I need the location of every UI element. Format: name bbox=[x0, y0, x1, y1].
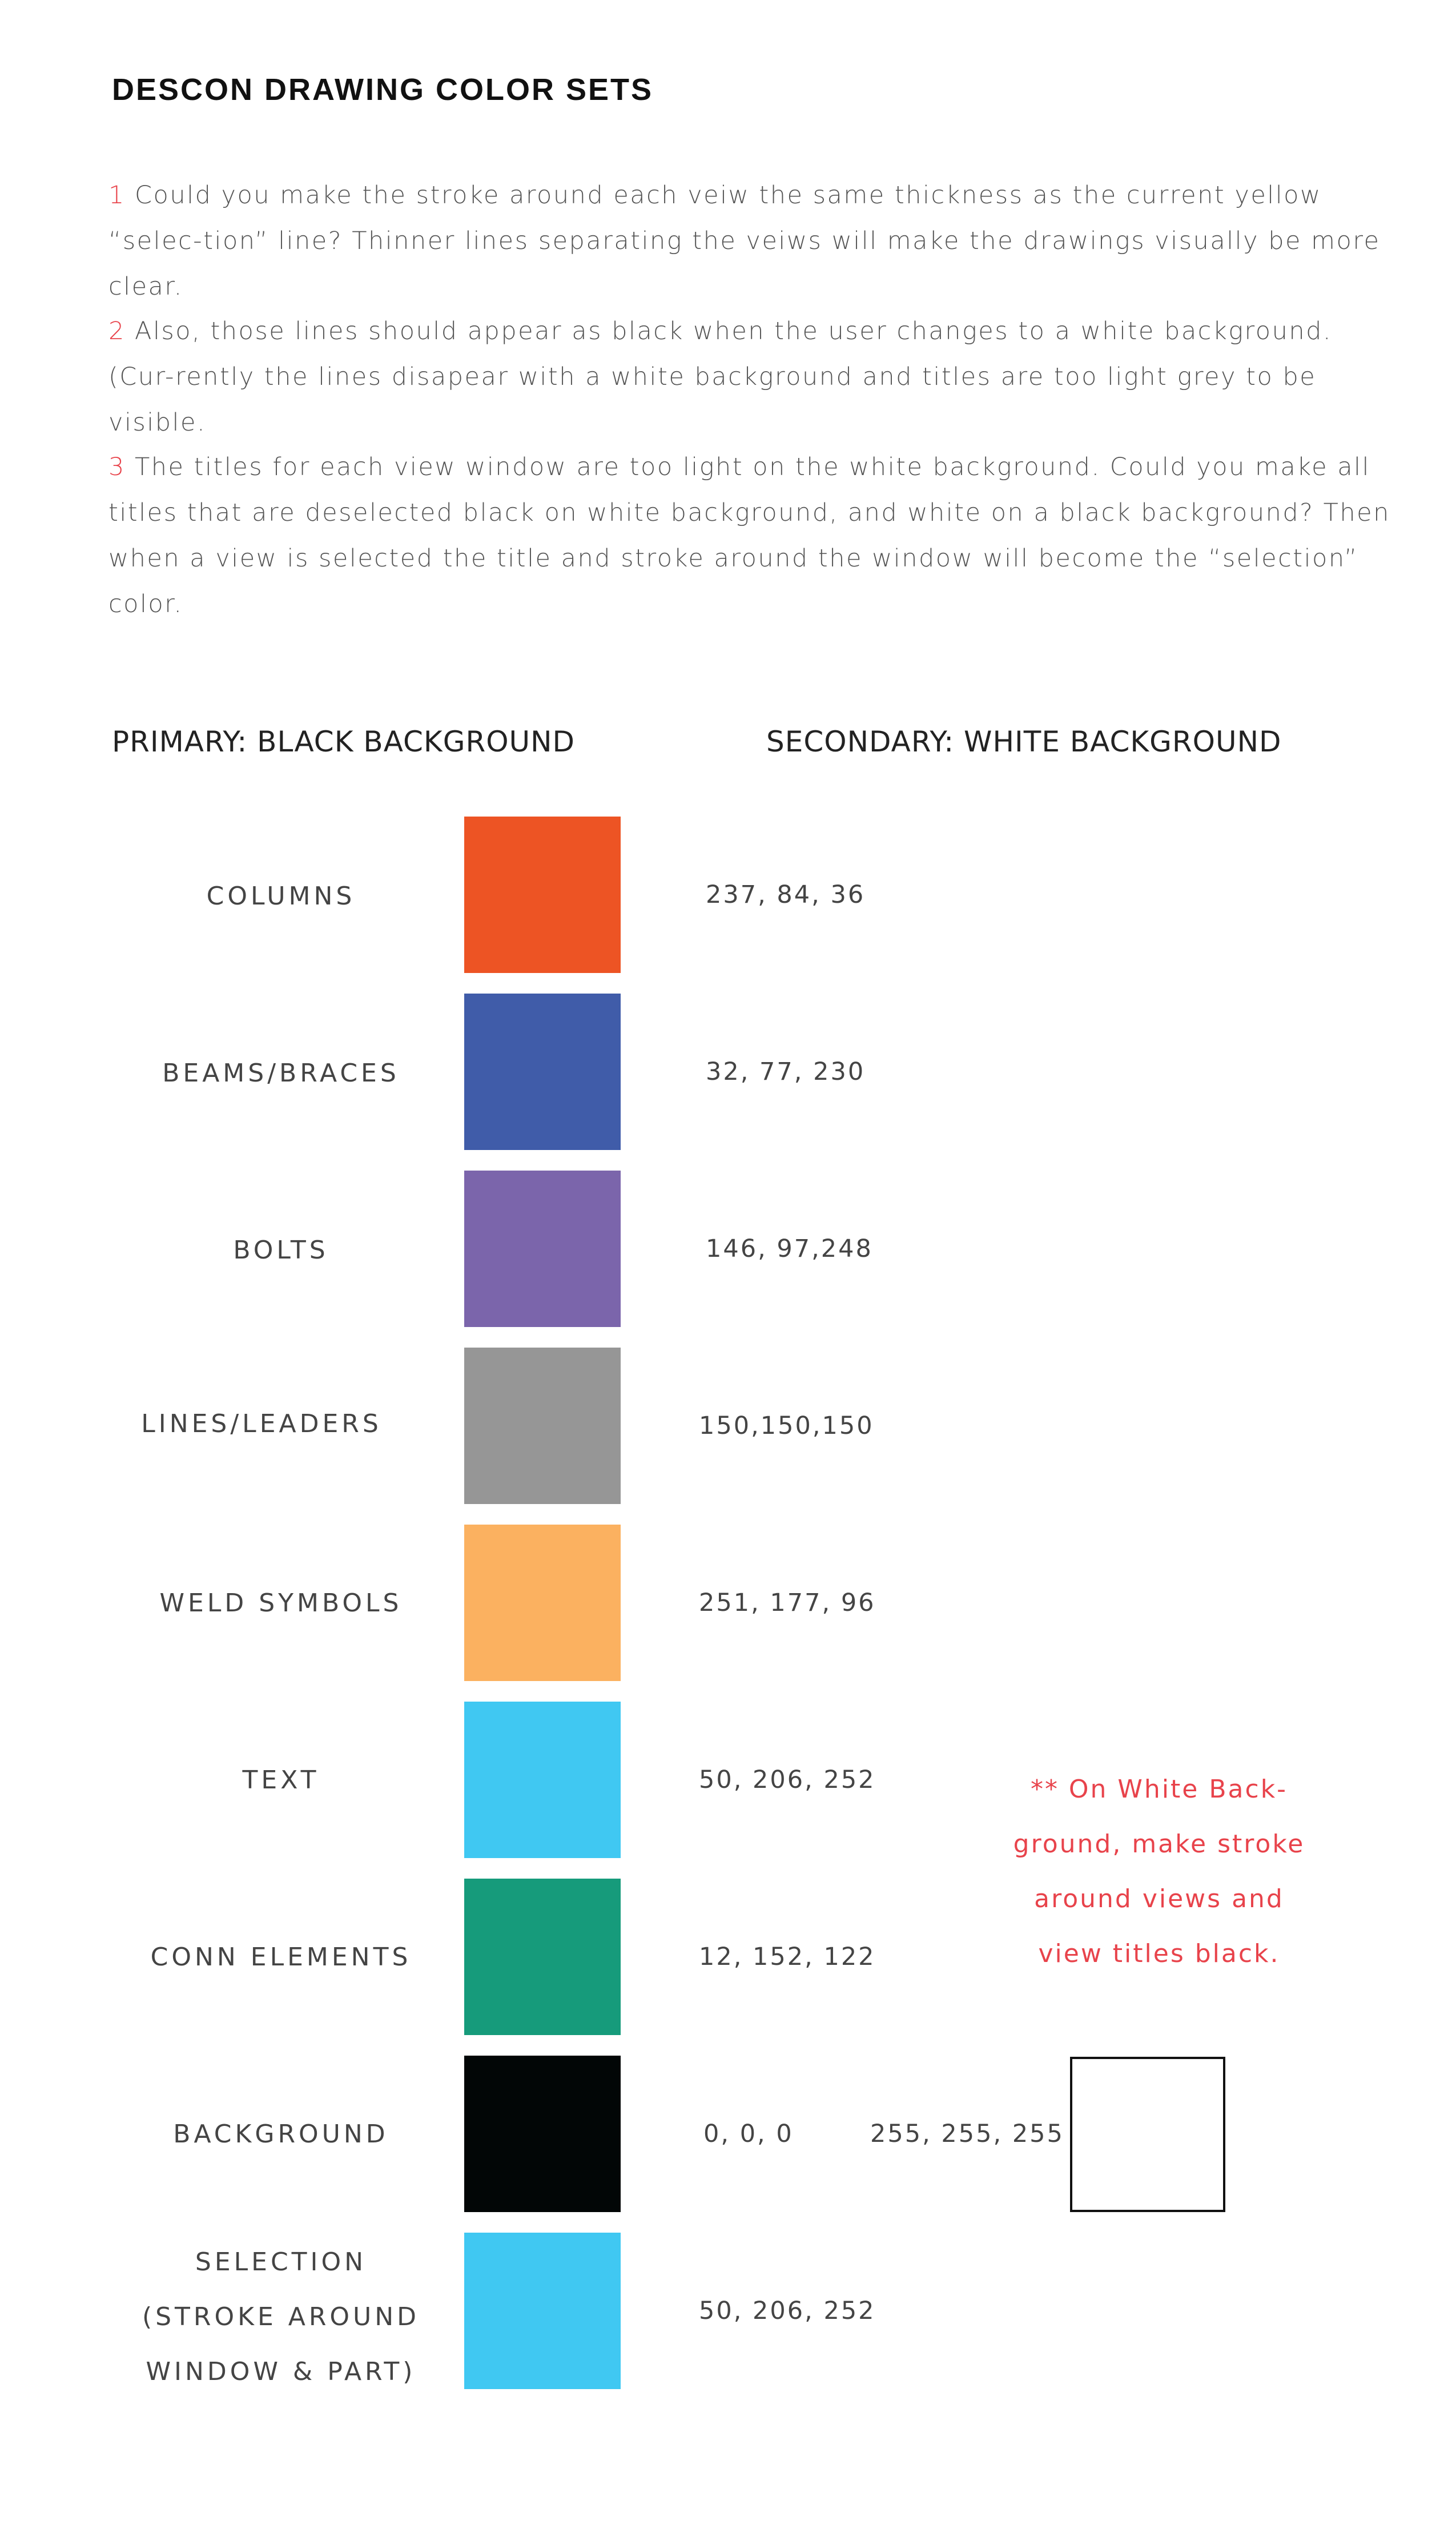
color-label-columns: COLUMNS bbox=[206, 882, 356, 911]
rgb-white-background: 255, 255, 255 bbox=[870, 2120, 1064, 2148]
note-1: 1 Could you make the stroke around each … bbox=[108, 172, 1399, 309]
swatch-weld-symbols bbox=[464, 1525, 621, 1681]
swatch-bolts bbox=[464, 1171, 621, 1327]
note-2: 2 Also, those lines should appear as bla… bbox=[108, 308, 1399, 445]
white-bg-note-line2: ground, make stroke bbox=[1013, 1830, 1305, 1859]
note-number: 1 bbox=[108, 181, 126, 210]
swatch-background bbox=[464, 2056, 621, 2212]
note-3: 3 The titles for each view window are to… bbox=[108, 444, 1399, 627]
swatch-text bbox=[464, 1702, 621, 1858]
note-text: The titles for each view window are too … bbox=[108, 453, 1390, 618]
swatch-conn-elements bbox=[464, 1879, 621, 2035]
white-bg-note-line4: view titles black. bbox=[1038, 1939, 1280, 1968]
color-label-conn-elements: CONN ELEMENTS bbox=[150, 1943, 412, 1972]
swatch-columns bbox=[464, 817, 621, 973]
note-text: Also, those lines should appear as black… bbox=[108, 317, 1333, 437]
rgb-bolts: 146, 97,248 bbox=[706, 1235, 873, 1263]
swatch-beams-braces bbox=[464, 994, 621, 1150]
color-label-bolts: BOLTS bbox=[233, 1236, 329, 1265]
note-number: 2 bbox=[108, 317, 126, 345]
note-number: 3 bbox=[108, 453, 126, 481]
color-label-selection: SELECTION bbox=[195, 2247, 367, 2277]
rgb-background: 0, 0, 0 bbox=[703, 2120, 794, 2148]
swatch-selection bbox=[464, 2233, 621, 2389]
color-label-background: BACKGROUND bbox=[173, 2120, 389, 2149]
secondary-header: SECONDARY: WHITE BACKGROUND bbox=[766, 725, 1282, 758]
color-label-selection-line2: (STROKE AROUND bbox=[142, 2302, 420, 2331]
swatch-white-background bbox=[1070, 2057, 1225, 2212]
note-text: Could you make the stroke around each ve… bbox=[108, 181, 1381, 301]
rgb-beams-braces: 32, 77, 230 bbox=[706, 1058, 866, 1086]
white-bg-note-line3: around views and bbox=[1034, 1884, 1284, 1913]
swatch-lines-leaders bbox=[464, 1348, 621, 1504]
color-label-selection-line3: WINDOW & PART) bbox=[146, 2357, 416, 2386]
page-title: DESCON DRAWING COLOR SETS bbox=[112, 73, 654, 107]
rgb-text: 50, 206, 252 bbox=[699, 1766, 876, 1794]
rgb-weld-symbols: 251, 177, 96 bbox=[699, 1589, 876, 1617]
color-label-beams-braces: BEAMS/BRACES bbox=[162, 1059, 400, 1088]
rgb-selection: 50, 206, 252 bbox=[699, 2297, 876, 2325]
rgb-conn-elements: 12, 152, 122 bbox=[699, 1943, 876, 1971]
white-bg-note-line1: ** On White Back- bbox=[1030, 1775, 1288, 1804]
rgb-lines-leaders: 150,150,150 bbox=[699, 1412, 874, 1440]
color-label-text: TEXT bbox=[242, 1766, 320, 1795]
primary-header: PRIMARY: BLACK BACKGROUND bbox=[112, 725, 576, 758]
color-label-weld-symbols: WELD SYMBOLS bbox=[159, 1589, 403, 1618]
color-label-lines-leaders: LINES/LEADERS bbox=[141, 1409, 382, 1438]
rgb-columns: 237, 84, 36 bbox=[706, 880, 866, 909]
